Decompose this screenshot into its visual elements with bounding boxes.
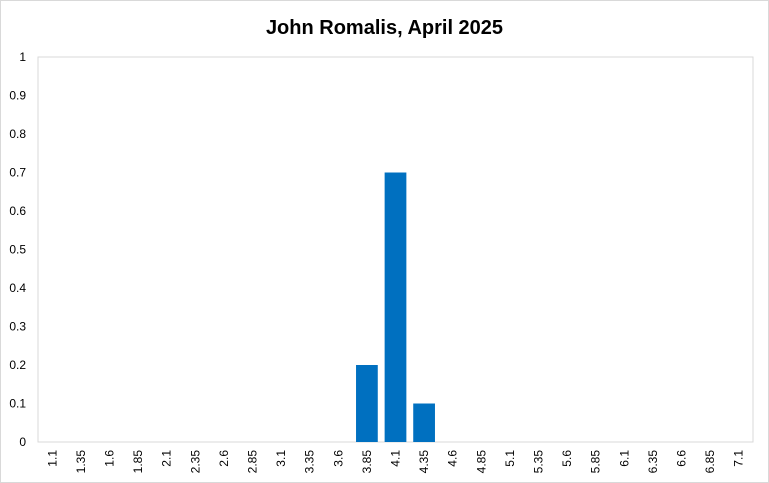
y-tick-label: 0.3 (9, 320, 26, 334)
x-tick-label: 6.85 (703, 450, 717, 474)
x-tick-label: 1.35 (74, 450, 88, 474)
chart-title: John Romalis, April 2025 (265, 17, 504, 39)
bar-3.85 (356, 365, 378, 442)
x-tick-label: 2.35 (188, 450, 202, 474)
x-axis-ticks: 1.1 1.35 1.6 1.85 2.1 2.35 2.6 2.85 3.1 3.35 3.6 3.… (45, 450, 745, 474)
bar-4.1 (384, 172, 407, 442)
x-tick-label: 4.6 (446, 450, 460, 467)
x-tick-label: 1.6 (103, 450, 117, 467)
y-tick-label: 0 (19, 435, 26, 449)
x-tick-label: 6.6 (675, 450, 689, 467)
x-tick-label: 1.1 (45, 450, 59, 467)
x-tick-label: 5.85 (589, 450, 603, 474)
y-axis-ticks: 0 0.1 0.2 0.3 0.4 0.5 0.6 0.7 0.8 0.9 1 (9, 50, 26, 449)
x-tick-label: 1.85 (131, 450, 145, 474)
x-tick-label: 2.1 (160, 450, 174, 467)
x-tick-label: 3.85 (360, 450, 374, 474)
y-tick-label: 0.9 (9, 89, 26, 103)
x-tick-label: 6.1 (617, 450, 631, 467)
bars-group (356, 172, 435, 442)
x-tick-label: 2.6 (217, 450, 231, 467)
x-tick-label: 3.1 (274, 450, 288, 467)
y-tick-label: 0.2 (9, 358, 26, 372)
y-tick-label: 0.7 (9, 166, 26, 180)
y-tick-label: 0.6 (9, 204, 26, 218)
bar-4.35 (413, 403, 435, 442)
x-tick-label: 3.6 (331, 450, 345, 467)
x-tick-label: 4.1 (389, 450, 403, 467)
x-tick-label: 3.35 (303, 450, 317, 474)
y-tick-label: 0.5 (9, 243, 26, 257)
y-tick-label: 0.1 (9, 397, 26, 411)
x-tick-label: 2.85 (246, 450, 260, 474)
x-tick-label: 6.35 (646, 450, 660, 474)
y-tick-label: 1 (19, 50, 26, 64)
x-tick-label: 7.1 (732, 450, 746, 467)
x-tick-label: 5.1 (503, 450, 517, 467)
x-tick-label: 5.35 (532, 450, 546, 474)
y-tick-label: 0.4 (9, 281, 26, 295)
y-tick-label: 0.8 (9, 127, 26, 141)
x-tick-label: 5.6 (560, 450, 574, 467)
x-tick-label: 4.35 (417, 450, 431, 474)
x-tick-label: 4.85 (474, 450, 488, 474)
